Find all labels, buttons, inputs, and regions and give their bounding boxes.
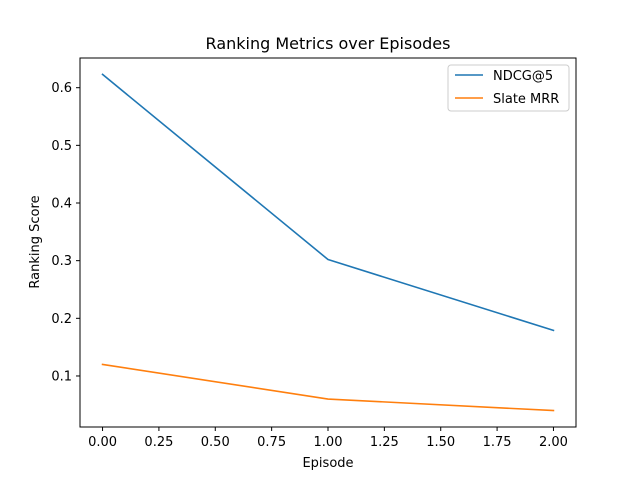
series-line-0 bbox=[101, 73, 555, 332]
y-axis-title: Ranking Score bbox=[28, 195, 43, 288]
x-axis-title: Episode bbox=[302, 456, 353, 471]
y-tick-label: 0.6 bbox=[51, 81, 72, 96]
x-tick-label: 0.50 bbox=[201, 435, 230, 450]
x-axis: 0.00 0.25 0.50 0.75 1.00 1.25 1.50 1.75 2.00 bbox=[88, 427, 568, 450]
y-tick-label: 0.5 bbox=[51, 139, 72, 154]
y-tick-label: 0.4 bbox=[51, 197, 72, 212]
x-tick-label: 0.75 bbox=[257, 435, 286, 450]
legend: NDCG@5 Slate MRR bbox=[447, 64, 570, 112]
x-tick-label: 1.00 bbox=[314, 435, 343, 450]
y-axis: 0.1 0.2 0.3 0.4 0.5 0.6 bbox=[51, 81, 80, 384]
x-tick-label: 0.25 bbox=[144, 435, 173, 450]
x-tick-label: 1.50 bbox=[426, 435, 455, 450]
x-tick-label: 1.75 bbox=[483, 435, 512, 450]
y-tick-label: 0.3 bbox=[51, 254, 72, 269]
legend-label-ndcg: NDCG@5 bbox=[493, 69, 553, 84]
y-tick-label: 0.2 bbox=[51, 312, 72, 327]
legend-box bbox=[447, 64, 570, 112]
series-line-1 bbox=[101, 363, 555, 412]
x-tick-label: 0.00 bbox=[88, 435, 117, 450]
y-tick-label: 0.1 bbox=[51, 369, 72, 384]
x-tick-label: 1.25 bbox=[370, 435, 399, 450]
series-layer bbox=[101, 73, 555, 412]
x-tick-label: 2.00 bbox=[539, 435, 568, 450]
chart-title: Ranking Metrics over Episodes bbox=[206, 34, 451, 53]
legend-label-slate-mrr: Slate MRR bbox=[493, 92, 559, 107]
